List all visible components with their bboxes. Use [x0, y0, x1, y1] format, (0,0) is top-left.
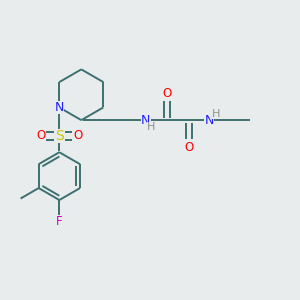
Text: O: O: [36, 129, 45, 142]
Text: O: O: [73, 129, 83, 142]
Text: N: N: [141, 114, 151, 127]
Text: O: O: [163, 87, 172, 100]
Text: N: N: [204, 114, 214, 127]
Text: O: O: [184, 140, 194, 154]
Text: H: H: [212, 109, 220, 118]
Text: F: F: [56, 215, 63, 228]
Text: S: S: [55, 129, 64, 143]
Text: H: H: [147, 122, 155, 132]
Text: N: N: [55, 101, 64, 114]
